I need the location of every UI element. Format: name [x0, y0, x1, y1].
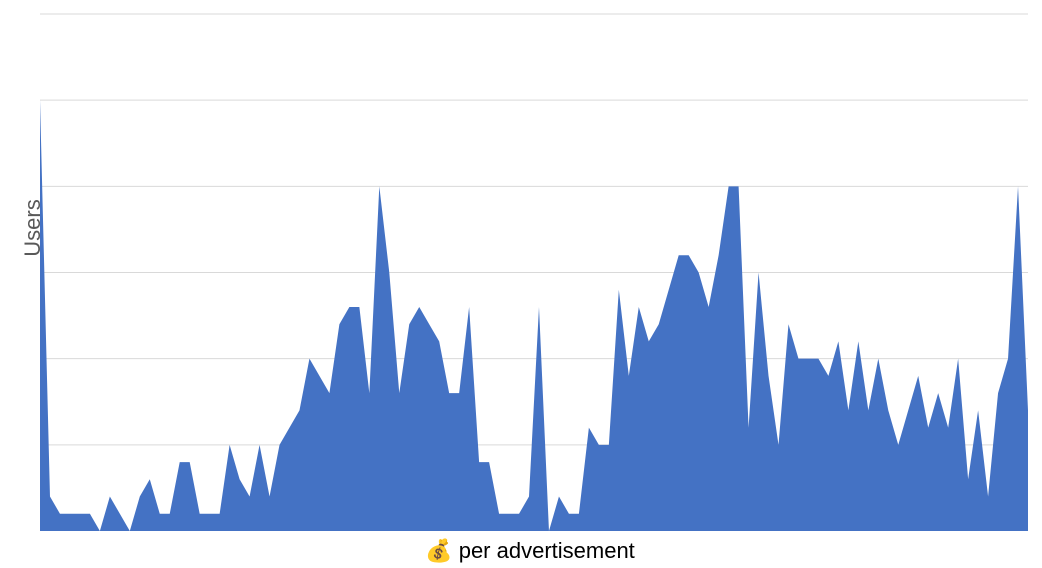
- x-axis-label: 💰 per advertisement: [425, 538, 635, 564]
- users-area: [40, 100, 1028, 532]
- y-axis-label: Users: [20, 199, 45, 256]
